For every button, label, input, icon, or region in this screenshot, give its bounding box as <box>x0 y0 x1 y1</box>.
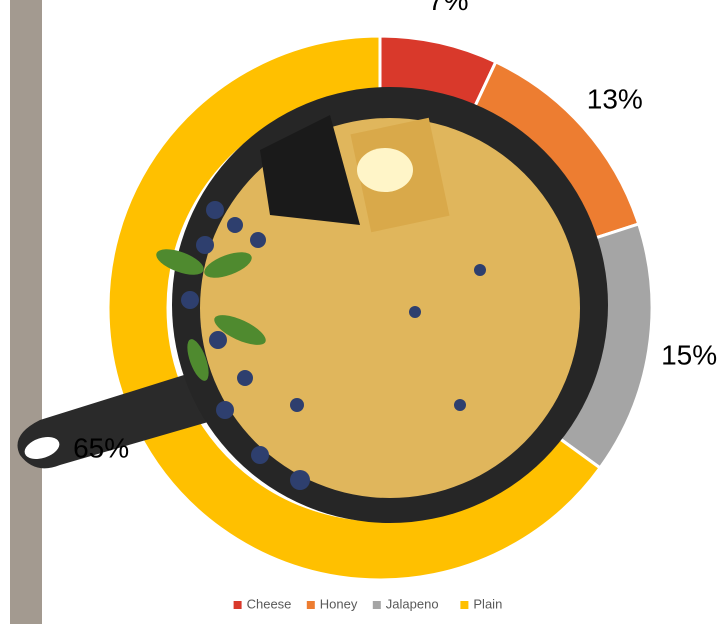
gap <box>260 115 360 225</box>
handle-hole <box>24 436 60 460</box>
data-label: 13% <box>587 83 643 114</box>
legend-swatch <box>306 601 315 609</box>
legend-swatch <box>460 601 469 609</box>
legend-swatch <box>233 601 242 609</box>
legend-swatch <box>372 601 381 609</box>
blueberries <box>181 201 486 490</box>
legend-label: Plain <box>473 596 502 611</box>
data-label: 7% <box>428 0 468 16</box>
butter <box>357 148 413 192</box>
side-bar <box>10 0 42 624</box>
legend-label: Honey <box>320 596 358 611</box>
data-label: 65% <box>73 432 129 463</box>
legend-label: Jalapeno <box>386 596 439 611</box>
donut-slice <box>106 34 603 582</box>
data-labels: 7% 13% 15% 65% <box>73 0 717 463</box>
legend: Cheese Honey Jalapeno Plain <box>233 596 502 611</box>
data-label: 15% <box>661 339 717 370</box>
skillet-handle <box>17 370 215 469</box>
legend-label: Cheese <box>247 596 292 611</box>
basil <box>156 249 266 381</box>
skillet-image <box>17 87 608 523</box>
